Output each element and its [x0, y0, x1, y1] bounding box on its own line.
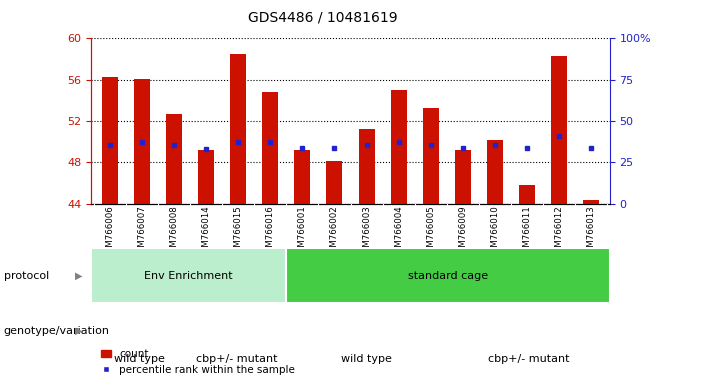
Text: ▶: ▶: [75, 326, 83, 336]
Bar: [327, 161, 343, 204]
Text: GSM766004: GSM766004: [394, 206, 403, 258]
Bar: [231, 54, 247, 204]
Text: GDS4486 / 10481619: GDS4486 / 10481619: [247, 10, 397, 24]
Text: genotype/variation: genotype/variation: [4, 326, 109, 336]
Text: GSM766016: GSM766016: [266, 206, 275, 258]
Text: Env Enrichment: Env Enrichment: [144, 270, 233, 281]
Bar: [102, 76, 118, 204]
Text: wild type: wild type: [114, 354, 165, 364]
Text: GSM766001: GSM766001: [298, 206, 307, 258]
Text: GSM766012: GSM766012: [554, 206, 563, 258]
Text: protocol: protocol: [4, 270, 49, 281]
Text: standard cage: standard cage: [408, 270, 488, 281]
Bar: [135, 79, 151, 204]
Bar: [423, 108, 439, 204]
Text: GSM766008: GSM766008: [170, 206, 179, 258]
Bar: [91, 248, 286, 303]
Bar: [262, 92, 278, 204]
Text: GSM766002: GSM766002: [330, 206, 339, 258]
Text: GSM766003: GSM766003: [362, 206, 371, 258]
Bar: [166, 114, 182, 204]
Bar: [358, 129, 374, 204]
Text: GSM766011: GSM766011: [522, 206, 531, 258]
Text: wild type: wild type: [341, 354, 392, 364]
Bar: [390, 90, 407, 204]
Text: GSM766007: GSM766007: [138, 206, 147, 258]
Bar: [286, 248, 610, 303]
Text: GSM766009: GSM766009: [458, 206, 467, 258]
Bar: [454, 150, 470, 204]
Legend: count, percentile rank within the sample: count, percentile rank within the sample: [96, 345, 299, 379]
Bar: [519, 185, 535, 204]
Bar: [583, 200, 599, 204]
Text: ▶: ▶: [75, 270, 83, 281]
Text: GSM766010: GSM766010: [490, 206, 499, 258]
Text: cbp+/- mutant: cbp+/- mutant: [488, 354, 570, 364]
Bar: [550, 56, 566, 204]
Text: cbp+/- mutant: cbp+/- mutant: [196, 354, 278, 364]
Text: GSM766015: GSM766015: [234, 206, 243, 258]
Text: GSM766014: GSM766014: [202, 206, 211, 258]
Text: GSM766013: GSM766013: [586, 206, 595, 258]
Bar: [294, 150, 311, 204]
Text: GSM766006: GSM766006: [106, 206, 115, 258]
Text: GSM766005: GSM766005: [426, 206, 435, 258]
Bar: [198, 150, 215, 204]
Bar: [486, 139, 503, 204]
